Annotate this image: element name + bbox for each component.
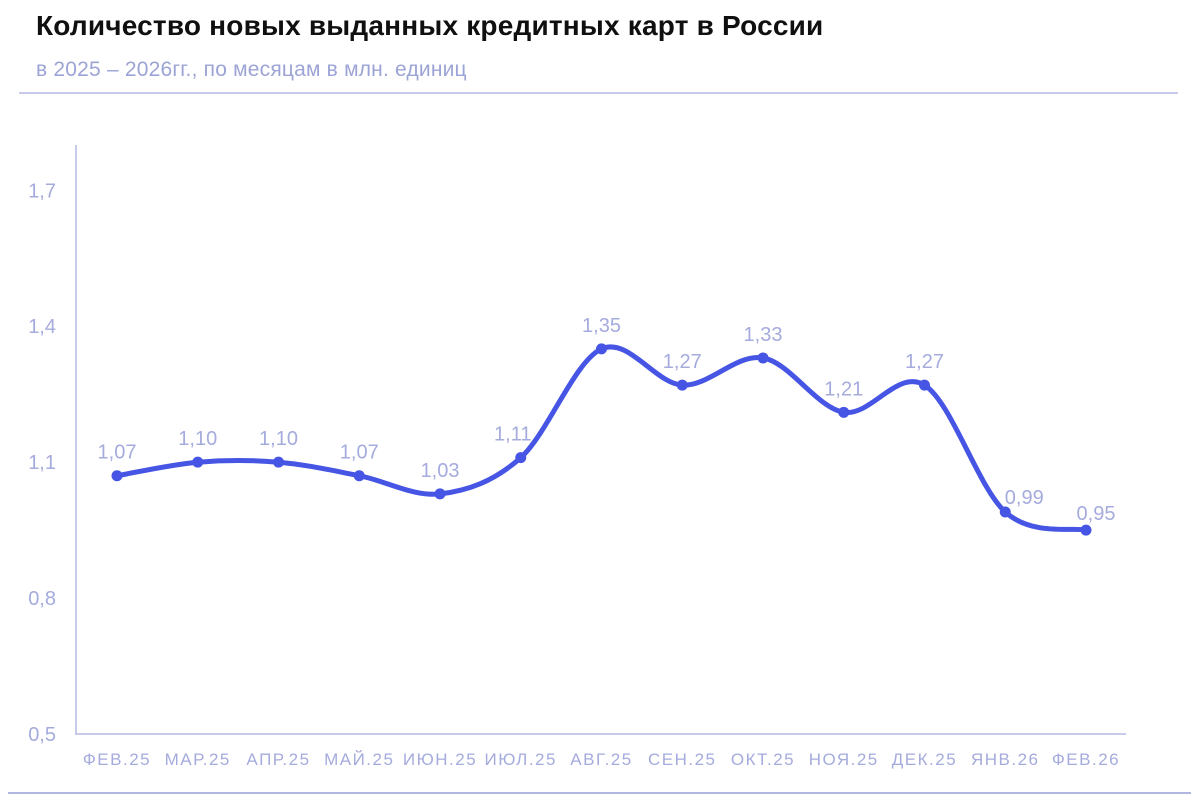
chart-subtitle: в 2025 – 2026гг., по месяцам в млн. един…	[36, 58, 467, 81]
y-tick-label: 1,1	[28, 452, 56, 474]
x-tick-label: АВГ.25	[570, 750, 632, 769]
data-point	[838, 406, 850, 418]
footer-divider	[8, 792, 1191, 794]
data-point	[192, 456, 204, 468]
y-tick-label: 1,7	[28, 180, 56, 202]
data-point-label: 1,03	[421, 460, 460, 482]
data-point-label: 1,07	[340, 442, 379, 464]
data-point-label: 1,07	[98, 442, 137, 464]
data-point-label: 1,33	[744, 324, 783, 346]
y-tick-label: 0,8	[28, 588, 56, 610]
x-tick-label: ДЕК.25	[892, 750, 957, 769]
y-tick-label: 1,4	[28, 316, 56, 338]
data-point-label: 1,10	[178, 428, 217, 450]
data-point-label: 1,27	[905, 351, 944, 373]
data-point-label: 1,35	[582, 315, 621, 337]
trend-line	[114, 344, 1089, 533]
x-tick-label: НОЯ.25	[809, 750, 879, 769]
data-point-label: 0,95	[1077, 503, 1116, 525]
x-tick-label: АПР.25	[246, 750, 310, 769]
data-point-label: 1,21	[824, 378, 863, 400]
x-tick-label: ОКТ.25	[731, 750, 795, 769]
x-tick-label: ИЮЛ.25	[485, 750, 557, 769]
x-tick-label: МАР.25	[165, 750, 231, 769]
data-point-label: 0,99	[1005, 487, 1044, 509]
data-point	[515, 452, 527, 464]
axis-line	[75, 145, 1126, 735]
x-tick-label: МАЙ.25	[324, 750, 394, 769]
data-point	[111, 470, 123, 482]
x-tick-label: ФЕВ.26	[1052, 750, 1120, 769]
data-point-label: 1,10	[259, 428, 298, 450]
data-point	[434, 488, 446, 500]
data-point	[273, 456, 284, 468]
data-point	[676, 379, 688, 391]
data-point-label: 1,11	[494, 424, 531, 446]
header-divider	[19, 92, 1178, 94]
y-tick-label: 0,5	[28, 724, 56, 746]
page-title: Количество новых выданных кредитных карт…	[36, 10, 824, 41]
data-point-label: 1,27	[663, 351, 702, 373]
data-point	[999, 506, 1011, 518]
data-point	[757, 352, 769, 364]
data-point	[596, 343, 607, 355]
data-point	[353, 470, 365, 482]
x-tick-label: ИЮН.25	[403, 750, 477, 769]
data-point	[1080, 524, 1092, 536]
x-tick-label: ЯНВ.26	[971, 750, 1040, 769]
x-tick-label: СЕН.25	[648, 750, 717, 769]
data-point	[919, 379, 930, 391]
x-tick-label: ФЕВ.25	[83, 750, 151, 769]
